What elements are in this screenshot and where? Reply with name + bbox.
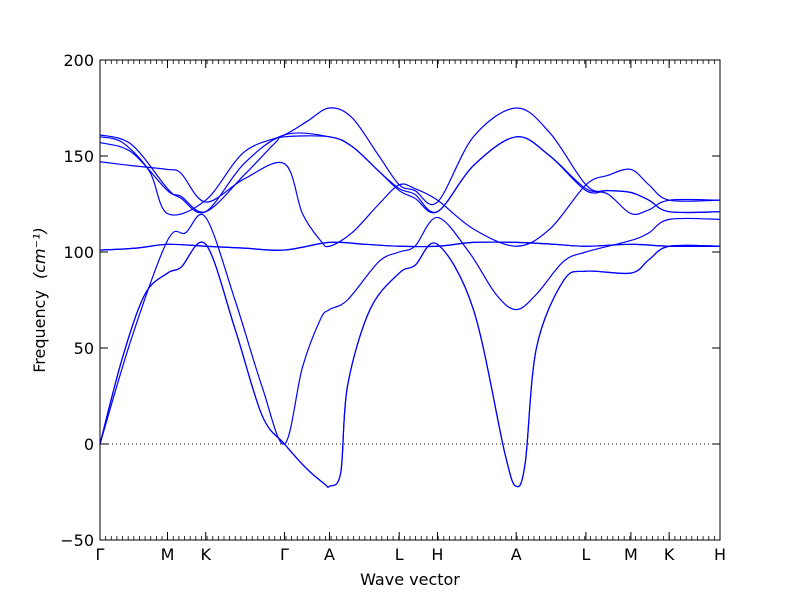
series-line-8 <box>99 132 721 214</box>
series-line-3 <box>99 213 721 445</box>
y-tick-label: 200 <box>63 51 94 70</box>
y-axis-ticks: −50 0 50 100 150 200 <box>60 51 720 550</box>
x-tick-label: Γ <box>280 545 289 564</box>
x-tick-label: K <box>200 545 211 564</box>
y-tick-label: 150 <box>63 147 94 166</box>
minor-ticks <box>105 60 715 540</box>
y-tick-label: 50 <box>74 339 94 358</box>
x-tick-label: K <box>664 545 675 564</box>
series-line-2 <box>99 241 721 488</box>
x-tick-label: L <box>395 545 404 564</box>
x-tick-label: L <box>581 545 590 564</box>
y-axis-label: Frequency (cm⁻¹) <box>30 227 49 372</box>
y-axis-label-unit: (cm⁻¹) <box>30 227 49 279</box>
series-line-5 <box>99 241 721 251</box>
y-tick-label: −50 <box>60 531 94 550</box>
series-line-7 <box>99 135 721 214</box>
plot-frame <box>99 59 721 541</box>
series-line-9 <box>99 107 721 216</box>
series-layer <box>99 107 721 488</box>
x-tick-label: M <box>161 545 175 564</box>
x-tick-label: A <box>511 545 522 564</box>
x-tick-label: H <box>714 545 726 564</box>
x-tick-label: M <box>624 545 638 564</box>
x-tick-label: Γ <box>96 545 105 564</box>
x-tick-label: A <box>324 545 335 564</box>
x-tick-label: H <box>431 545 443 564</box>
series-line-1 <box>99 241 721 488</box>
series-line-6 <box>99 161 721 248</box>
y-tick-label: 0 <box>84 435 94 454</box>
y-tick-label: 100 <box>63 243 94 262</box>
y-axis-label-text: Frequency <box>30 290 49 373</box>
x-axis-label: Wave vector <box>360 570 460 589</box>
